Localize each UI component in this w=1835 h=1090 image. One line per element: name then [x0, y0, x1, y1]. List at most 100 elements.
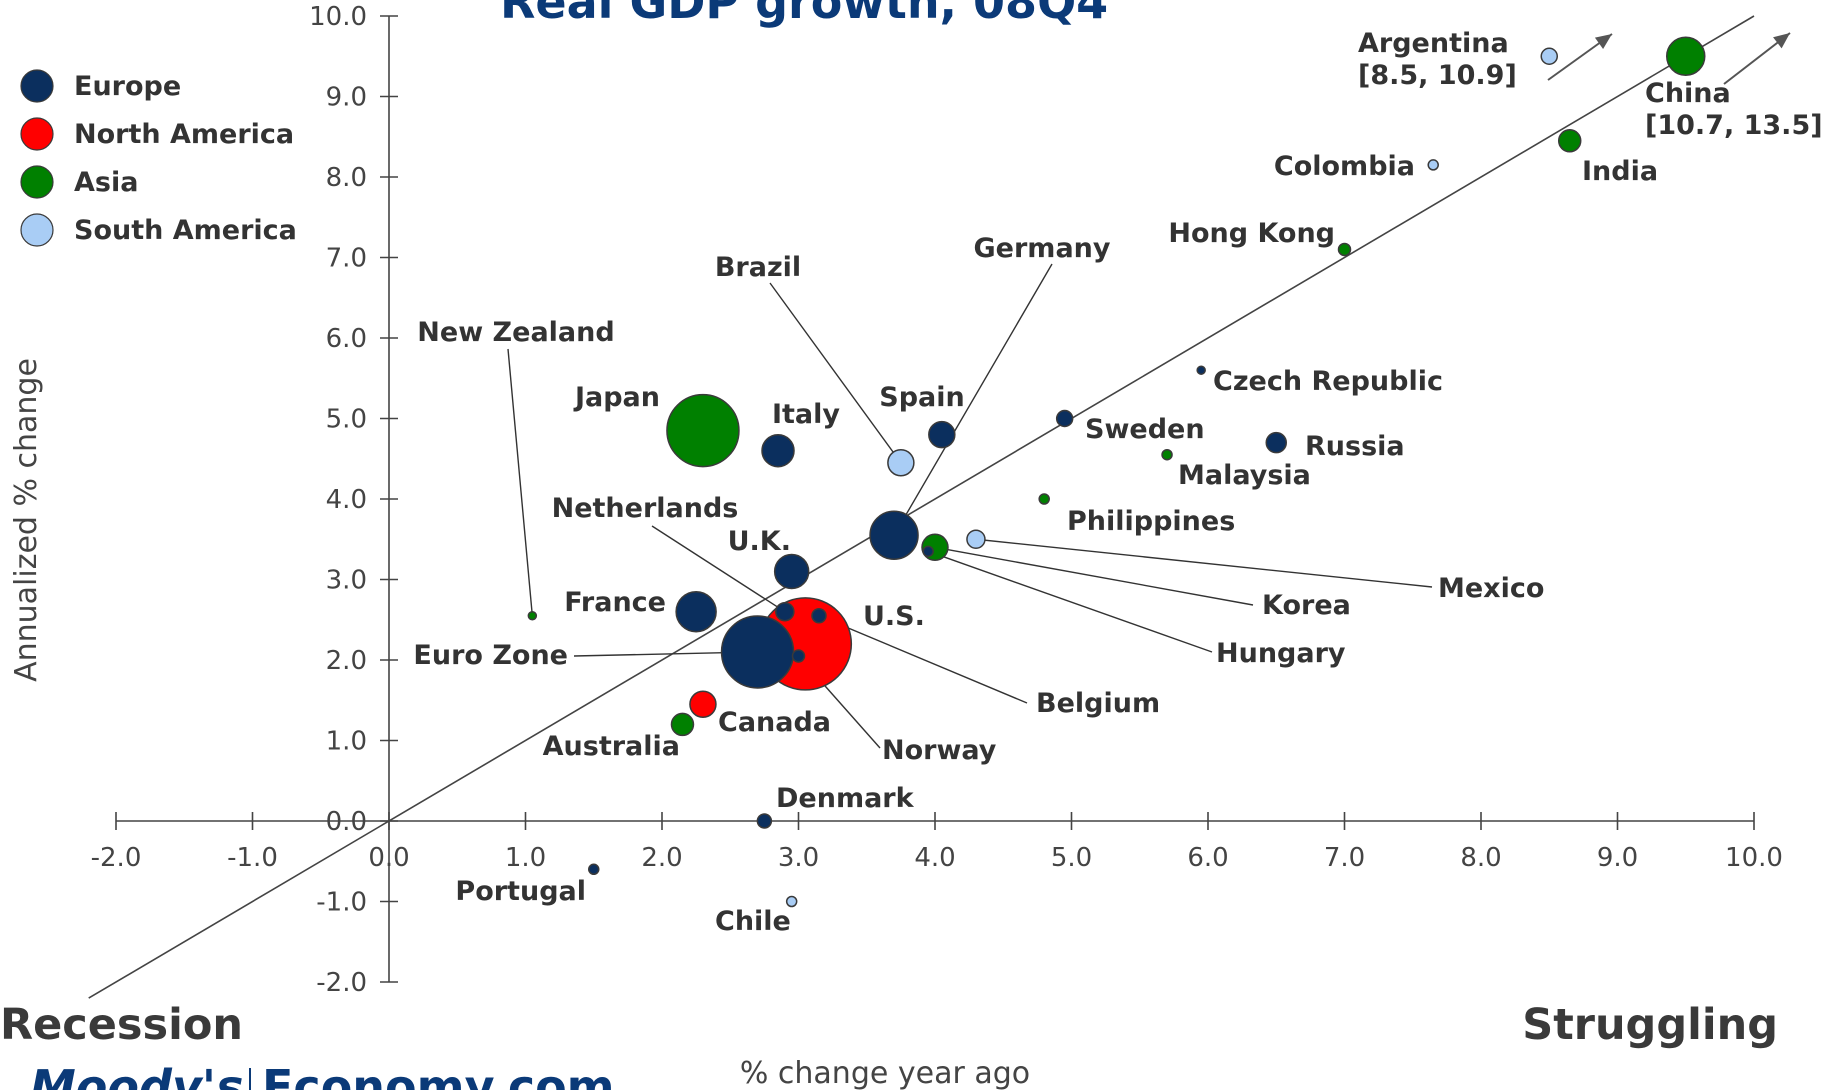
- legend-swatch-asia: [21, 166, 53, 198]
- bubble-portugal: [589, 864, 599, 874]
- label-mexico: Mexico: [1438, 573, 1544, 604]
- bubble-china: [1667, 37, 1705, 75]
- x-tick-label: 0.0: [368, 843, 409, 873]
- legend-label-north-america: North America: [74, 119, 294, 150]
- brand-name: Moody's: [30, 1060, 243, 1090]
- label-france: France: [564, 587, 666, 618]
- brand-suffix: Economy.com: [262, 1060, 615, 1090]
- bubble-canada: [690, 691, 716, 717]
- label-china: China: [1645, 78, 1731, 109]
- label-philippines: Philippines: [1067, 506, 1235, 537]
- x-axis-label: % change year ago: [740, 1056, 1030, 1090]
- y-tick-label: 0.0: [326, 807, 367, 837]
- label-chile: Chile: [715, 906, 791, 937]
- y-tick-label: 10.0: [309, 2, 367, 32]
- y-tick-label: 4.0: [326, 485, 367, 515]
- label-new-zealand: New Zealand: [417, 317, 614, 348]
- arrow-argentina-head: [1595, 34, 1612, 49]
- bubble-brazil: [888, 450, 914, 476]
- x-tick-label: 5.0: [1051, 843, 1092, 873]
- label-norway: Norway: [882, 735, 997, 766]
- bubble-philippines: [1039, 494, 1049, 504]
- label-euro-zone: Euro Zone: [413, 640, 568, 671]
- bubble-germany: [870, 511, 918, 559]
- label-hong-kong: Hong Kong: [1168, 218, 1335, 249]
- bubble-euro-zone: [722, 616, 794, 688]
- note-china: [10.7, 13.5]: [1645, 110, 1823, 141]
- label-canada: Canada: [718, 707, 831, 738]
- quadrant-label-struggling: Struggling: [1522, 1000, 1778, 1050]
- bubbles: [528, 37, 1704, 906]
- label-argentina: Argentina: [1358, 28, 1509, 59]
- quadrant-label-recession: Recession: [0, 1000, 243, 1050]
- bubble-argentina: [1541, 48, 1557, 64]
- x-tick-label: 6.0: [1187, 843, 1228, 873]
- legend-label-south-america: South America: [74, 215, 297, 246]
- axes: -2.0 -1.0 0.0 1.0 2.0 3.0 4.0 5.0 6.0 7.0 8.0 9.0 10…: [91, 2, 1783, 998]
- moodys-logo: Moody's Economy.com: [30, 1060, 615, 1090]
- x-tick-label: 8.0: [1460, 843, 1501, 873]
- bubble-netherlands: [776, 603, 794, 621]
- y-tick-label: 5.0: [326, 405, 367, 435]
- point-labels: Argentina[8.5, 10.9] China[10.7, 13.5] Ind…: [413, 28, 1822, 937]
- label-japan: Japan: [573, 382, 660, 413]
- x-tick-label: 10.0: [1725, 843, 1783, 873]
- bubble-hungary: [923, 546, 933, 556]
- x-tick-label: 4.0: [914, 843, 955, 873]
- bubble-sweden: [1057, 411, 1073, 427]
- legend-swatch-south-america: [21, 214, 53, 246]
- leader-mexico: [976, 539, 1432, 587]
- bubble-denmark: [757, 814, 771, 828]
- label-spain: Spain: [879, 382, 964, 413]
- leader-korea: [935, 547, 1253, 605]
- bubble-norway: [793, 650, 805, 662]
- y-tick-label: 2.0: [326, 646, 367, 676]
- bubble-u-k-: [775, 554, 809, 588]
- legend-swatch-europe: [21, 70, 53, 102]
- y-tick-label: 9.0: [326, 83, 367, 113]
- y-tick-label: 3.0: [326, 566, 367, 596]
- y-tick-label: -1.0: [316, 888, 367, 918]
- label-italy: Italy: [772, 399, 840, 430]
- label-belgium: Belgium: [1036, 688, 1160, 719]
- label-colombia: Colombia: [1274, 151, 1415, 182]
- bubble-india: [1559, 130, 1581, 152]
- y-tick-label: 7.0: [326, 244, 367, 274]
- label-portugal: Portugal: [455, 876, 586, 907]
- arrow-china-head: [1773, 33, 1790, 48]
- bubble-mexico: [967, 530, 985, 548]
- chart-title: Real GDP growth, 08Q4: [500, 0, 1108, 29]
- label-denmark: Denmark: [776, 783, 915, 814]
- x-tick-label: -1.0: [227, 843, 278, 873]
- label-czech-republic: Czech Republic: [1213, 366, 1443, 397]
- label-u-s-: U.S.: [863, 601, 925, 632]
- bubble-malaysia: [1162, 450, 1172, 460]
- x-tick-label: 3.0: [778, 843, 819, 873]
- note-argentina: [8.5, 10.9]: [1358, 60, 1517, 91]
- bubble-russia: [1266, 433, 1286, 453]
- bubble-new-zealand: [528, 612, 536, 620]
- legend-swatch-north-america: [21, 118, 53, 150]
- x-tick-label: 2.0: [641, 843, 682, 873]
- label-sweden: Sweden: [1085, 414, 1205, 445]
- x-tick-label: -2.0: [91, 843, 142, 873]
- legend-label-europe: Europe: [74, 71, 181, 102]
- bubble-italy: [762, 435, 794, 467]
- leader-hungary: [928, 551, 1212, 652]
- y-tick-label: 6.0: [326, 324, 367, 354]
- bubble-czech-republic: [1197, 366, 1205, 374]
- bubble-chile: [787, 897, 797, 907]
- bubble-belgium: [812, 609, 826, 623]
- x-tick-label: 7.0: [1324, 843, 1365, 873]
- bubble-hong-kong: [1339, 243, 1351, 255]
- legend-label-asia: Asia: [74, 167, 138, 198]
- bubble-spain: [929, 422, 955, 448]
- bubble-japan: [667, 395, 739, 467]
- label-malaysia: Malaysia: [1178, 460, 1311, 491]
- label-netherlands: Netherlands: [552, 493, 739, 524]
- label-germany: Germany: [974, 233, 1111, 264]
- y-tick-label: -2.0: [316, 968, 367, 998]
- bubble-france: [676, 592, 716, 632]
- label-brazil: Brazil: [715, 252, 801, 283]
